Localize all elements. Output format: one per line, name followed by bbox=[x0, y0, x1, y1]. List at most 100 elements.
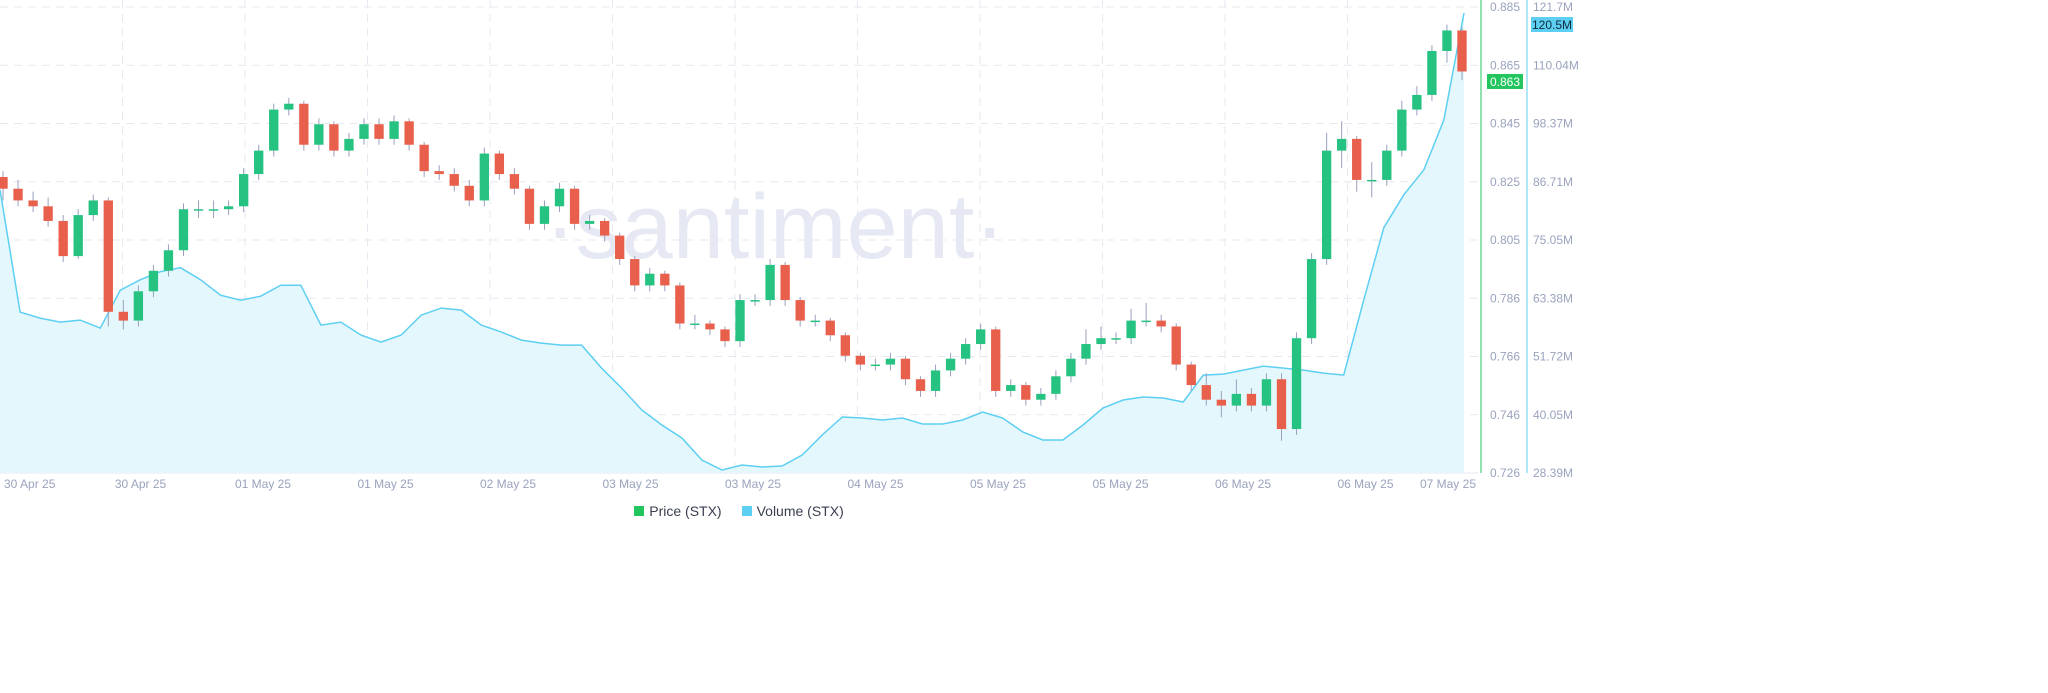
price-tick-label: 0.786 bbox=[1490, 291, 1520, 305]
svg-text:0.863: 0.863 bbox=[1490, 75, 1520, 89]
legend-item-volume[interactable]: Volume (STX) bbox=[741, 503, 844, 519]
candle-body bbox=[509, 174, 520, 189]
price-tick-label: 0.825 bbox=[1490, 175, 1520, 189]
candle bbox=[1397, 100, 1407, 157]
candle-body bbox=[960, 344, 971, 359]
price-tick-label: 0.726 bbox=[1490, 466, 1520, 480]
volume-tick-label: 63.38M bbox=[1533, 291, 1573, 305]
volume-axis: 121.7M 110.04M 98.37M 86.71M 75.05M 63.38M 51.… bbox=[1533, 0, 1579, 480]
time-tick-label: 06 May 25 bbox=[1215, 477, 1271, 491]
candle-body bbox=[419, 144, 429, 172]
candle-body bbox=[133, 291, 144, 321]
candle bbox=[193, 200, 204, 219]
candle bbox=[705, 320, 715, 336]
candle bbox=[1367, 162, 1377, 198]
candle bbox=[509, 168, 520, 195]
candle-body bbox=[539, 206, 550, 224]
candle bbox=[991, 326, 1001, 397]
price-current-badge: 0.863 bbox=[1487, 74, 1523, 89]
candle-body bbox=[1051, 376, 1061, 394]
time-tick-label: 01 May 25 bbox=[357, 477, 413, 491]
candle bbox=[404, 118, 414, 151]
candle bbox=[1321, 133, 1332, 265]
candle-body bbox=[840, 335, 850, 356]
candle bbox=[855, 352, 866, 371]
candle-body bbox=[1427, 50, 1437, 95]
candle bbox=[930, 364, 941, 397]
candle bbox=[735, 294, 745, 347]
candle bbox=[945, 352, 956, 377]
candle-body bbox=[1126, 320, 1136, 339]
candle bbox=[28, 191, 38, 213]
candle bbox=[1126, 308, 1136, 345]
candle-body bbox=[1171, 326, 1181, 365]
candle bbox=[1141, 303, 1151, 327]
candle bbox=[885, 352, 896, 371]
candle-body bbox=[930, 370, 941, 391]
volume-tick-label: 51.72M bbox=[1533, 350, 1573, 364]
candle-body bbox=[615, 235, 625, 260]
volume-tick-label: 86.71M bbox=[1533, 175, 1573, 189]
candle bbox=[58, 215, 68, 262]
time-tick-label: 30 Apr 25 bbox=[4, 477, 56, 491]
candle bbox=[419, 141, 429, 177]
candle bbox=[870, 358, 881, 371]
candle bbox=[208, 200, 219, 219]
legend-item-price[interactable]: Price (STX) bbox=[634, 503, 722, 519]
candle bbox=[238, 168, 249, 213]
candle bbox=[1276, 373, 1287, 441]
candle-body bbox=[524, 188, 535, 224]
candle bbox=[284, 97, 294, 116]
candle-body bbox=[449, 174, 459, 186]
time-tick-label: 06 May 25 bbox=[1337, 477, 1393, 491]
candle bbox=[840, 332, 850, 362]
candle-body bbox=[1036, 393, 1046, 400]
candle bbox=[1442, 24, 1452, 63]
price-volume-chart: ·santiment· 0.885 0.865 0.845 0.825 0.805 0.7… bbox=[0, 0, 1579, 491]
candle-body bbox=[1291, 338, 1302, 430]
candle-body bbox=[284, 103, 294, 110]
candle-body bbox=[404, 121, 414, 145]
candle-body bbox=[810, 320, 820, 323]
candle-body bbox=[1201, 385, 1211, 400]
candle bbox=[825, 317, 835, 342]
candle-body bbox=[780, 264, 790, 301]
candle-body bbox=[118, 311, 128, 321]
candle bbox=[1231, 379, 1242, 412]
price-tick-label: 0.805 bbox=[1490, 233, 1520, 247]
candle-body bbox=[494, 153, 505, 175]
candle bbox=[750, 294, 760, 306]
candle-body bbox=[765, 264, 775, 301]
volume-area bbox=[0, 13, 1464, 473]
candle-body bbox=[238, 174, 249, 207]
candle-body bbox=[1096, 338, 1106, 345]
candle bbox=[780, 261, 790, 306]
candle-body bbox=[991, 329, 1001, 391]
candle bbox=[795, 297, 805, 327]
candle bbox=[1352, 135, 1362, 192]
legend-label: Volume (STX) bbox=[756, 503, 844, 519]
candle-body bbox=[374, 124, 384, 139]
volume-tick-label: 75.05M bbox=[1533, 233, 1573, 247]
candle bbox=[0, 171, 8, 201]
volume-swatch bbox=[741, 506, 752, 516]
time-tick-label: 03 May 25 bbox=[602, 477, 658, 491]
candle bbox=[329, 121, 339, 157]
candle-body bbox=[705, 323, 715, 330]
candle-body bbox=[1321, 150, 1332, 260]
candle bbox=[1156, 314, 1166, 333]
candle-body bbox=[1156, 320, 1166, 327]
candle bbox=[1171, 323, 1181, 371]
candle bbox=[1021, 382, 1031, 406]
candle-body bbox=[750, 300, 760, 302]
candle-body bbox=[434, 171, 444, 175]
candle bbox=[569, 185, 580, 230]
candle-body bbox=[464, 185, 474, 201]
time-tick-label: 05 May 25 bbox=[1092, 477, 1148, 491]
time-tick-label: 01 May 25 bbox=[235, 477, 291, 491]
candle bbox=[660, 270, 670, 292]
candle bbox=[1081, 329, 1091, 365]
candle bbox=[1051, 370, 1061, 400]
legend: Price (STX) Volume (STX) bbox=[0, 503, 1478, 519]
candle bbox=[584, 215, 595, 230]
